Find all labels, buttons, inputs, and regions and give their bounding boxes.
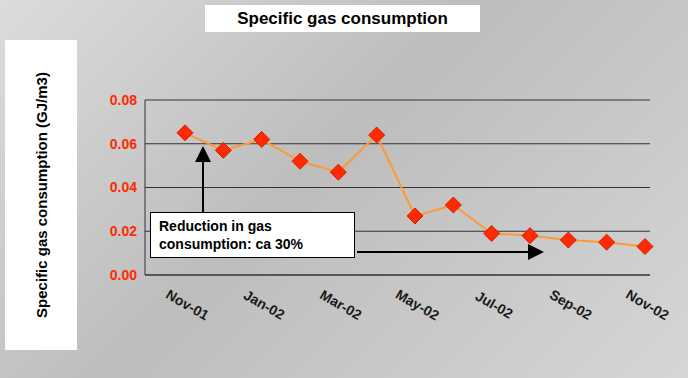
svg-text:Nov-02: Nov-02 xyxy=(623,286,672,323)
svg-text:Sep-02: Sep-02 xyxy=(547,286,595,323)
svg-text:0.06: 0.06 xyxy=(110,136,137,152)
svg-text:Mar-02: Mar-02 xyxy=(317,286,364,323)
svg-text:0.02: 0.02 xyxy=(110,223,137,239)
html-text:Reduction in gas consumption:: Reduction in gas consumption: ca 30% xyxy=(159,218,303,252)
html-text:Specific gas consumption (GJ/m: Specific gas consumption (GJ/m3) xyxy=(32,72,50,318)
svg-text:May-02: May-02 xyxy=(393,286,442,324)
html-text:Specific gas consumption: Specific gas consumption xyxy=(237,8,448,28)
svg-text:Jul-02: Jul-02 xyxy=(473,288,516,322)
svg-text:0.08: 0.08 xyxy=(110,92,137,108)
svg-text:Jan-02: Jan-02 xyxy=(241,287,288,323)
svg-text:Nov-01: Nov-01 xyxy=(163,286,212,323)
svg-text:0.00: 0.00 xyxy=(110,267,137,283)
svg-text:0.04: 0.04 xyxy=(110,179,137,195)
